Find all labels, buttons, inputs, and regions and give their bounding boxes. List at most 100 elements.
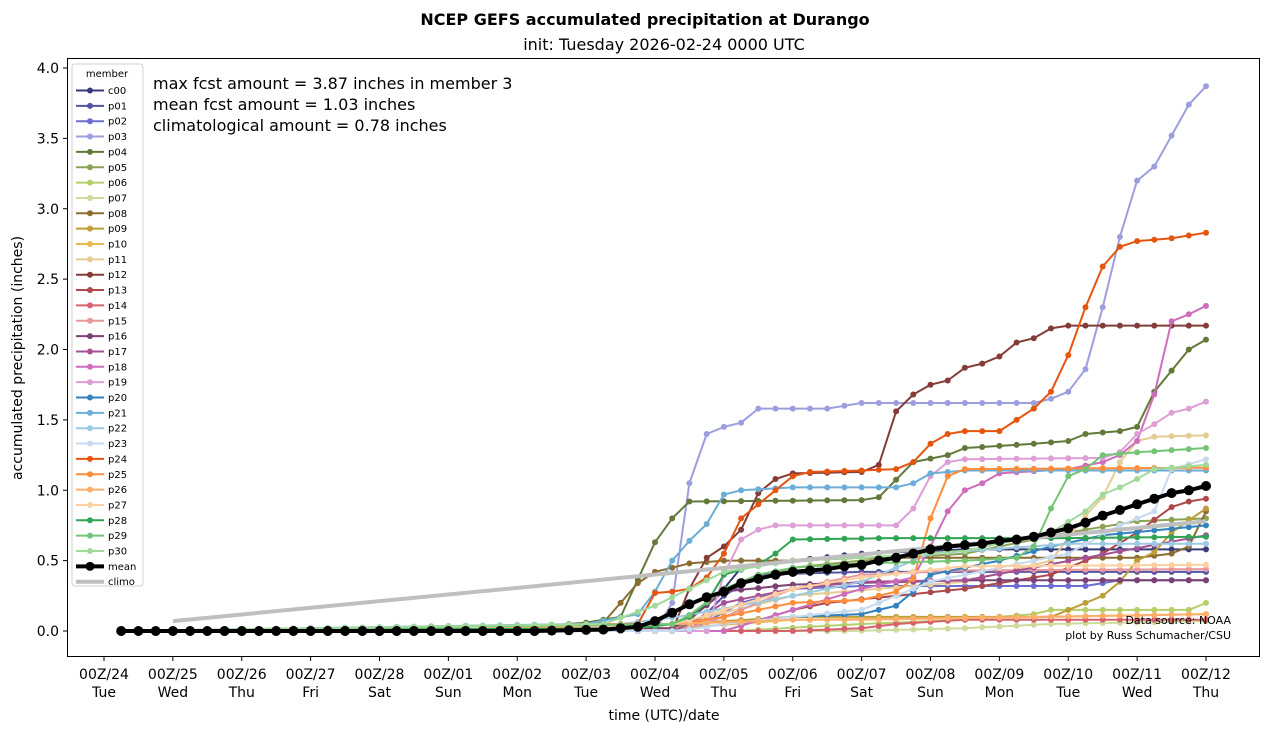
data-point-p12 bbox=[720, 543, 727, 550]
data-point-p22 bbox=[1134, 540, 1141, 547]
data-point-p26 bbox=[996, 614, 1003, 621]
data-point-p24 bbox=[1082, 304, 1089, 311]
data-point-p19 bbox=[1185, 405, 1192, 412]
legend: member c00 p01 p02 p03 p04 p05 p06 p07 p08 p09 p10… bbox=[71, 63, 144, 588]
data-point-p07 bbox=[910, 626, 917, 633]
annotation-mean: mean fcst amount = 1.03 inches bbox=[153, 95, 415, 114]
data-point-p04 bbox=[1082, 431, 1089, 437]
mean-data-point bbox=[1063, 523, 1074, 534]
mean-data-point bbox=[770, 569, 781, 580]
data-point-p03 bbox=[1048, 395, 1054, 402]
legend-label: p23 bbox=[108, 439, 127, 450]
data-point-p25 bbox=[875, 592, 882, 599]
mean-data-point bbox=[718, 586, 729, 597]
data-point-p24 bbox=[875, 466, 882, 473]
data-point-p24 bbox=[910, 459, 917, 466]
legend-label: p06 bbox=[108, 178, 127, 189]
data-point-p25 bbox=[1065, 465, 1072, 472]
data-point-p03 bbox=[1082, 366, 1089, 373]
data-point-p26 bbox=[841, 616, 848, 623]
data-point-p29 bbox=[1065, 473, 1072, 480]
data-point-p30 bbox=[1065, 518, 1072, 525]
data-point-p25 bbox=[1134, 465, 1141, 472]
legend-label: p13 bbox=[108, 286, 127, 297]
data-point-p09 bbox=[1203, 505, 1209, 512]
data-point-p08 bbox=[634, 580, 641, 587]
data-point-p27 bbox=[1099, 562, 1106, 569]
data-point-p19 bbox=[858, 522, 865, 529]
data-point-p07 bbox=[979, 624, 986, 631]
data-point-p07 bbox=[961, 625, 968, 632]
data-point-p16 bbox=[1082, 577, 1089, 584]
y-tick-label: 1.5 bbox=[37, 413, 59, 429]
data-point-p02 bbox=[1065, 583, 1072, 589]
mean-data-point bbox=[1097, 510, 1108, 521]
data-point-p16 bbox=[1203, 577, 1209, 584]
data-point-p12 bbox=[1013, 339, 1020, 346]
data-point-p17 bbox=[738, 596, 745, 603]
data-point-p04 bbox=[1030, 440, 1037, 447]
data-point-p22 bbox=[1116, 540, 1123, 547]
legend-item-p08: p08 bbox=[76, 209, 127, 220]
data-point-p12 bbox=[1116, 322, 1123, 329]
data-point-p18 bbox=[720, 628, 727, 634]
data-point-p12 bbox=[893, 408, 900, 415]
mean-data-point bbox=[873, 555, 884, 566]
data-point-p30 bbox=[1082, 508, 1089, 515]
x-tick-label-time: 00Z/26 bbox=[217, 667, 267, 683]
data-point-p21 bbox=[720, 491, 727, 498]
legend-box bbox=[71, 63, 144, 587]
data-point-p23 bbox=[875, 599, 882, 606]
data-point-p28 bbox=[807, 536, 813, 543]
x-tick-label-time: 00Z/12 bbox=[1181, 667, 1231, 683]
mean-data-point bbox=[512, 626, 523, 636]
data-point-p12 bbox=[875, 461, 882, 468]
data-point-p26 bbox=[1151, 612, 1158, 618]
x-tick-label-day: Mon bbox=[502, 685, 532, 701]
data-point-p22 bbox=[1013, 544, 1020, 551]
data-point-p18 bbox=[979, 480, 986, 487]
legend-item-p03: p03 bbox=[76, 132, 127, 143]
data-point-p22 bbox=[1065, 540, 1072, 547]
data-point-p12 bbox=[703, 554, 710, 561]
legend-item-p18: p18 bbox=[76, 362, 127, 373]
data-point-p30 bbox=[1151, 466, 1158, 473]
mean-data-point bbox=[1149, 493, 1160, 504]
data-point-p23 bbox=[1134, 515, 1141, 522]
data-point-p26 bbox=[1013, 614, 1020, 621]
mean-data-point bbox=[977, 538, 988, 549]
data-point-p18 bbox=[944, 508, 951, 515]
data-point-p09 bbox=[1082, 599, 1089, 606]
data-point-p16 bbox=[755, 585, 762, 592]
mean-data-point bbox=[925, 544, 936, 555]
data-point-p30 bbox=[686, 585, 693, 592]
data-point-p19 bbox=[703, 628, 710, 634]
mean-data-point bbox=[546, 625, 557, 636]
data-point-p30 bbox=[669, 594, 676, 601]
data-point-p04 bbox=[1116, 428, 1123, 435]
data-point-p19 bbox=[1151, 421, 1158, 428]
data-point-p03 bbox=[1099, 304, 1106, 311]
data-point-p19 bbox=[1082, 455, 1089, 462]
data-point-p20 bbox=[875, 606, 882, 613]
x-tick-label-time: 00Z/24 bbox=[79, 667, 129, 683]
data-point-p04 bbox=[686, 498, 693, 505]
data-point-p07 bbox=[996, 623, 1003, 630]
data-point-p06 bbox=[1168, 606, 1175, 613]
data-point-p22 bbox=[824, 585, 831, 592]
legend-swatch-marker bbox=[87, 501, 93, 508]
data-point-p13 bbox=[927, 589, 934, 596]
data-point-p07 bbox=[1013, 622, 1020, 629]
data-point-p04 bbox=[720, 498, 727, 505]
data-point-p24 bbox=[1065, 352, 1072, 359]
series-p29 bbox=[118, 445, 1209, 634]
mean-data-point bbox=[1080, 517, 1091, 528]
data-point-p03 bbox=[1203, 83, 1209, 90]
data-point-p27 bbox=[1203, 561, 1209, 568]
series-p12 bbox=[118, 322, 1209, 634]
data-point-p18 bbox=[1185, 311, 1192, 318]
data-point-p13 bbox=[1168, 504, 1175, 511]
data-point-p27 bbox=[1185, 561, 1192, 568]
mean-data-point bbox=[495, 626, 505, 636]
data-point-p23 bbox=[927, 578, 934, 585]
